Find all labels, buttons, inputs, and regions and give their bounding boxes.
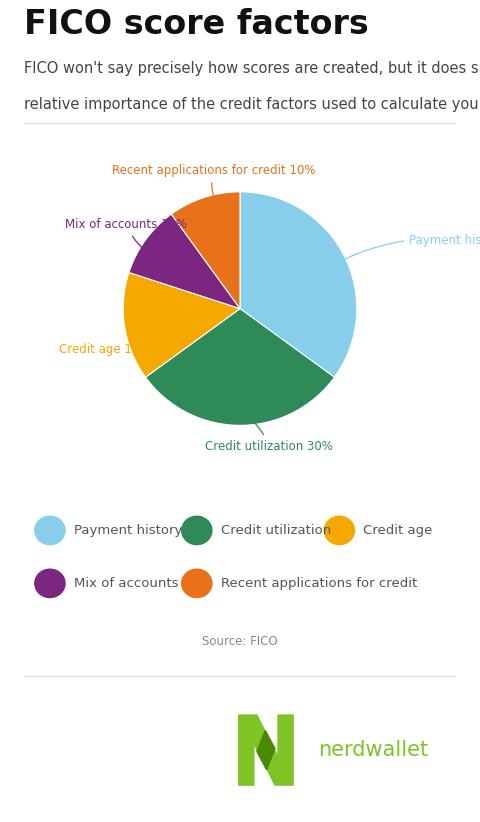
Text: relative importance of the credit factors used to calculate your score.: relative importance of the credit factor… xyxy=(24,97,480,112)
Text: Mix of accounts 10%: Mix of accounts 10% xyxy=(65,218,187,263)
Wedge shape xyxy=(145,308,335,425)
Wedge shape xyxy=(240,192,357,377)
Text: Credit age: Credit age xyxy=(363,524,432,537)
Text: Source: FICO: Source: FICO xyxy=(202,635,278,648)
Wedge shape xyxy=(171,192,240,308)
Text: Credit utilization 30%: Credit utilization 30% xyxy=(205,409,333,453)
Ellipse shape xyxy=(324,516,354,545)
Text: Recent applications for credit 10%: Recent applications for credit 10% xyxy=(111,164,315,207)
Ellipse shape xyxy=(182,569,212,598)
Text: Payment history 35%: Payment history 35% xyxy=(306,234,480,281)
Polygon shape xyxy=(257,731,275,769)
Text: FICO score factors: FICO score factors xyxy=(24,8,369,41)
Text: Credit age 15%: Credit age 15% xyxy=(59,339,158,356)
Text: Mix of accounts: Mix of accounts xyxy=(74,577,178,590)
Text: Recent applications for credit: Recent applications for credit xyxy=(221,577,417,590)
Text: FICO won't say precisely how scores are created, but it does share the: FICO won't say precisely how scores are … xyxy=(24,62,480,76)
Wedge shape xyxy=(129,214,240,308)
Text: Credit utilization: Credit utilization xyxy=(221,524,331,537)
Ellipse shape xyxy=(182,516,212,545)
Text: Payment history: Payment history xyxy=(74,524,182,537)
Ellipse shape xyxy=(35,569,65,598)
Text: nerdwallet: nerdwallet xyxy=(318,740,428,760)
Ellipse shape xyxy=(35,516,65,545)
Polygon shape xyxy=(239,715,293,785)
Wedge shape xyxy=(123,273,240,377)
